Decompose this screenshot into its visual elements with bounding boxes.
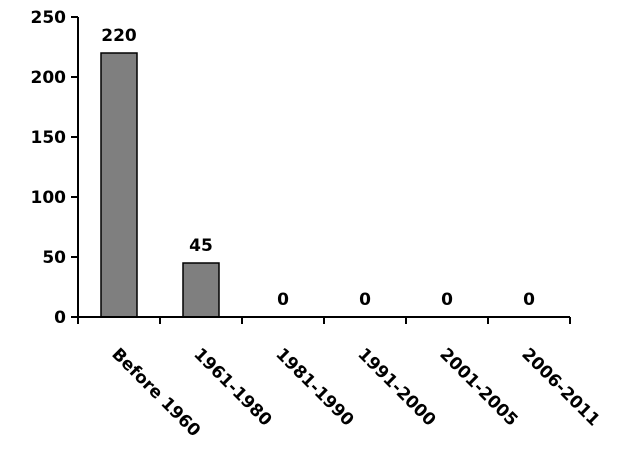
x-tick-label: 2006-2011 bbox=[517, 344, 603, 430]
bar bbox=[100, 52, 138, 318]
data-label: 220 bbox=[101, 26, 137, 46]
y-tick-label: 250 bbox=[31, 8, 67, 28]
y-tick-label: 0 bbox=[54, 308, 66, 328]
bar bbox=[182, 262, 220, 318]
x-tick-label: Before 1960 bbox=[107, 344, 204, 441]
data-label: 0 bbox=[523, 290, 535, 310]
data-label: 45 bbox=[189, 236, 213, 256]
data-label: 0 bbox=[277, 290, 289, 310]
data-label: 0 bbox=[359, 290, 371, 310]
x-tick-label: 1981-1990 bbox=[271, 344, 357, 430]
y-tick-label: 100 bbox=[31, 188, 67, 208]
y-tick-label: 50 bbox=[42, 248, 66, 268]
data-label: 0 bbox=[441, 290, 453, 310]
y-axis-ticks: 0 50 100 150 200 250 bbox=[31, 8, 78, 328]
data-labels-group: 220 45 0 0 0 0 bbox=[101, 26, 535, 310]
x-tick-label: 1991-2000 bbox=[353, 344, 439, 430]
x-axis-ticks bbox=[77, 317, 571, 324]
category-labels-group: Before 19601961-19801981-19901991-200020… bbox=[107, 344, 603, 441]
bars-group bbox=[100, 52, 220, 318]
y-tick-label: 150 bbox=[31, 128, 67, 148]
y-tick-label: 200 bbox=[31, 68, 67, 88]
x-tick-label: 1961-1980 bbox=[189, 344, 275, 430]
x-tick-label: 2001-2005 bbox=[435, 344, 521, 430]
